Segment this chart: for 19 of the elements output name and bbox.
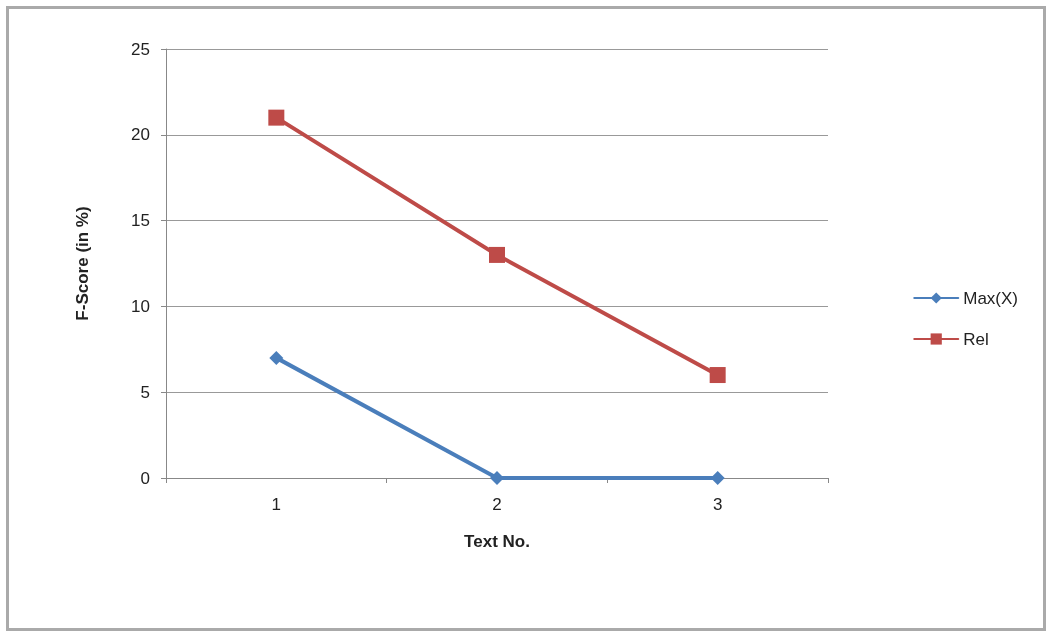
x-tick-label: 1: [271, 495, 282, 514]
legend-label: Rel: [963, 329, 989, 349]
point: [710, 471, 725, 485]
point: [709, 367, 726, 384]
y-tick-label: 20: [131, 125, 150, 145]
y-tick-label: 0: [140, 468, 150, 488]
y-axis-title: F-Score (in %): [73, 206, 92, 321]
x-tick-label: 3: [712, 495, 723, 514]
y-tick-label: 15: [131, 211, 150, 231]
point: [269, 350, 284, 365]
point: [490, 471, 504, 485]
legend-label: Max(X): [963, 288, 1018, 308]
y-tick-label: 10: [131, 296, 150, 316]
point: [268, 109, 285, 126]
point: [489, 246, 505, 263]
x-axis-title: Text No.: [464, 532, 530, 551]
y-tick-label: 5: [140, 382, 150, 402]
x-tick-label: 2: [492, 495, 502, 514]
y-tick-label: 25: [131, 39, 150, 59]
